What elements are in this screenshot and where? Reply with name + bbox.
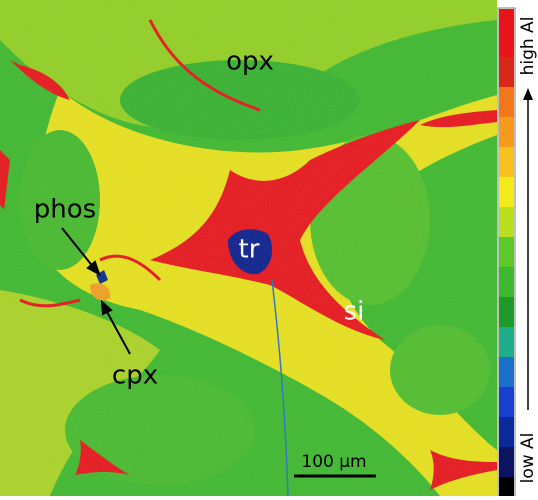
colorbar-arrowhead [523, 88, 533, 100]
label: opx [226, 47, 274, 77]
label: phos [34, 195, 96, 225]
colorbar-low: low Al [518, 433, 538, 484]
color-bar [498, 8, 515, 496]
colorbar-high: high Al [518, 17, 538, 76]
label: tr [239, 235, 260, 265]
label: si [344, 297, 365, 327]
scale-bar-label: 100 µm [301, 452, 366, 472]
figure: opx phos tr si cpx 100 µm high Al low Al [0, 0, 538, 496]
label: cpx [112, 361, 158, 391]
